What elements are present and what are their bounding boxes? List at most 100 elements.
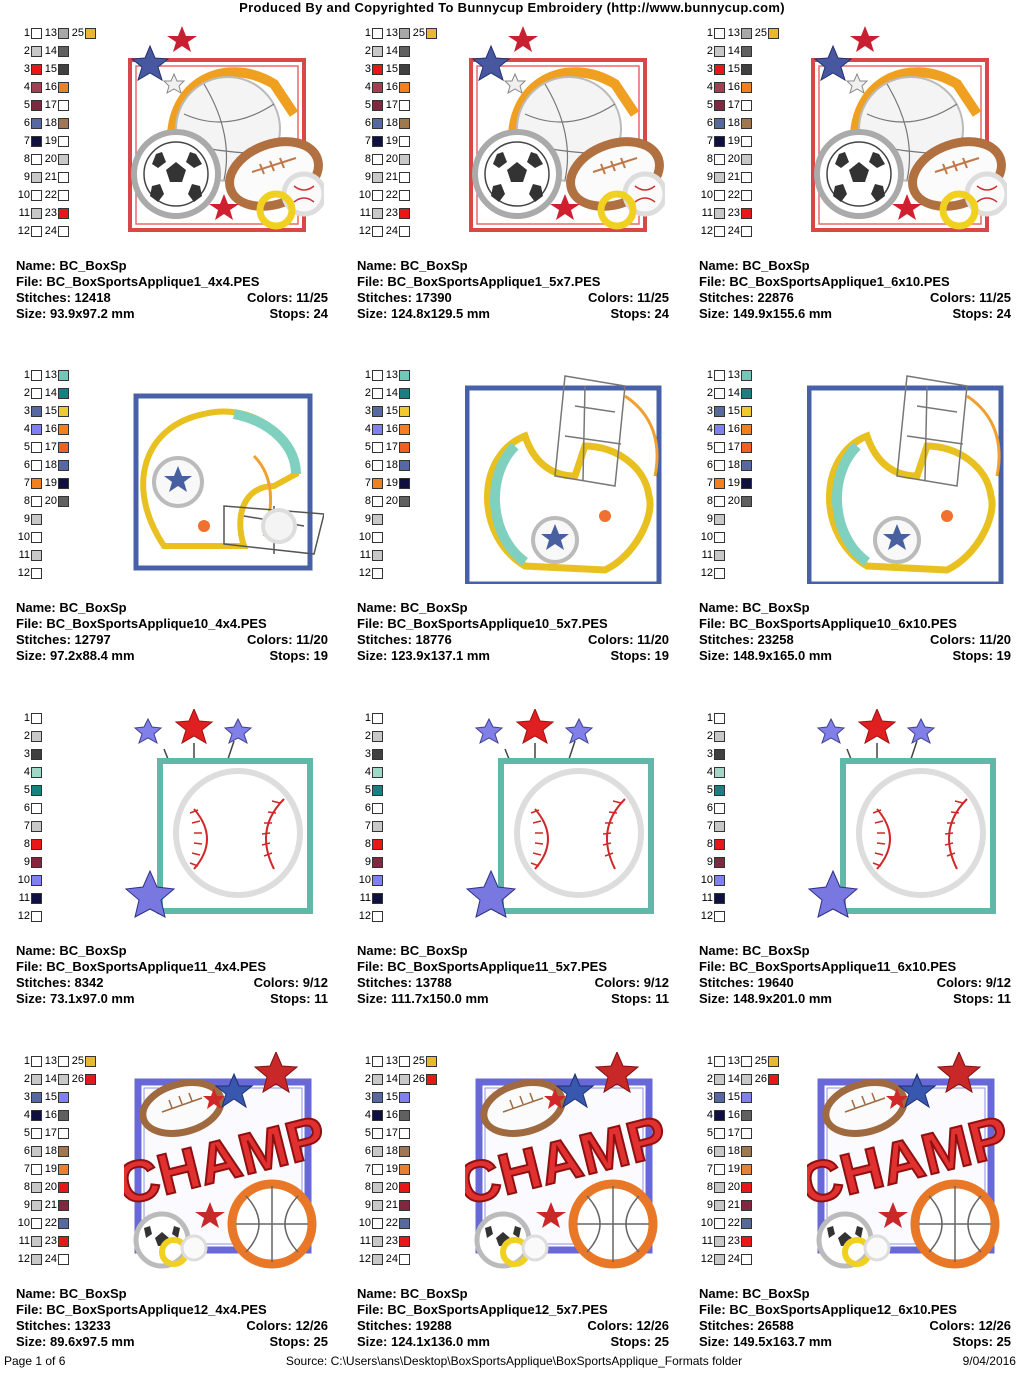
color-swatch (31, 856, 42, 868)
design-size: 124.1x136.0 mm (390, 1334, 490, 1349)
color-number: 1 (23, 712, 30, 724)
swatch-row: 7 19 (357, 474, 467, 492)
color-number: 4 (706, 1109, 713, 1121)
file-name: BC_BoxSportsApplique10_5x7.PES (387, 616, 608, 631)
color-number: 17 (727, 1127, 740, 1139)
file-label: File: (16, 1302, 43, 1317)
color-number: 18 (44, 117, 57, 129)
color-number: 22 (44, 1217, 57, 1229)
design-name: BC_BoxSp (59, 600, 127, 615)
color-number: 8 (706, 838, 713, 850)
color-number: 2 (706, 387, 713, 399)
helmet-icon (484, 431, 654, 574)
color-swatch (768, 27, 779, 39)
size-line: Size: 149.5x163.7 mm Stops: 25 (699, 1334, 1011, 1350)
print-date: 9/04/2016 (962, 1354, 1016, 1368)
helmet-design-art (806, 375, 1004, 587)
swatch-row: 12 (357, 907, 467, 925)
source-path: Source: C:\Users\ans\Desktop\BoxSportsAp… (285, 1354, 743, 1368)
color-number: 4 (23, 81, 30, 93)
design-size: 149.5x163.7 mm (732, 1334, 832, 1349)
stitch-count: 12797 (74, 632, 111, 647)
colors-label: Colors: (588, 290, 634, 305)
file-label: File: (357, 274, 384, 289)
color-swatch (372, 207, 383, 219)
swatch-row: 3 15 (699, 402, 809, 420)
color-number: 15 (44, 63, 57, 75)
swatch-row: 11 23 (699, 1232, 809, 1250)
swatch-row: 8 20 (357, 1178, 467, 1196)
color-number: 12 (17, 1253, 30, 1265)
color-number: 24 (727, 1253, 740, 1265)
stop-count: 19 (996, 648, 1011, 663)
color-swatch (714, 153, 725, 165)
name-label: Name: (16, 943, 56, 958)
swatch-row: 1 (16, 709, 126, 727)
swatch-row: 4 16 (699, 420, 809, 438)
swatch-row: 8 20 (16, 492, 126, 510)
color-swatch (85, 1073, 96, 1085)
size-label: Size: (699, 648, 730, 663)
color-swatch (58, 387, 69, 399)
color-number: 5 (706, 1127, 713, 1139)
color-swatch (741, 81, 752, 93)
color-number: 20 (44, 1181, 57, 1193)
color-swatch (714, 135, 725, 147)
design-name: BC_BoxSp (742, 943, 810, 958)
swatch-row: 3 15 (16, 60, 126, 78)
color-number: 13 (44, 1055, 57, 1067)
design-size: 148.9x165.0 mm (732, 648, 832, 663)
swatch-row: 4 (357, 763, 467, 781)
color-number: 14 (44, 387, 57, 399)
swatch-row: 10 22 (357, 1214, 467, 1232)
color-swatch (372, 1073, 383, 1085)
color-swatch (31, 820, 42, 832)
size-line: Size: 111.7x150.0 mm Stops: 11 (357, 991, 669, 1007)
color-number: 6 (364, 802, 371, 814)
swatch-row: 10 (16, 528, 126, 546)
color-swatch (399, 207, 410, 219)
color-swatch (714, 784, 725, 796)
color-legend: 1 13 25 2 14 26 3 15 4 16 5 17 6 18 7 19 8 20 9 21 10 22 11 23 1… (357, 1052, 467, 1268)
color-swatch (714, 495, 725, 507)
design-name: BC_BoxSp (400, 600, 468, 615)
color-number: 5 (23, 441, 30, 453)
design-info: Name: BC_BoxSp File: BC_BoxSportsAppliqu… (699, 600, 1011, 664)
color-number: 24 (44, 1253, 57, 1265)
star-icon (816, 717, 846, 745)
color-swatch (372, 369, 383, 381)
color-number: 12 (358, 1253, 371, 1265)
color-number: 2 (23, 387, 30, 399)
color-swatch (58, 1253, 69, 1265)
color-swatch (372, 784, 383, 796)
color-number: 24 (385, 1253, 398, 1265)
swatch-row: 7 19 (16, 132, 126, 150)
color-number: 7 (706, 820, 713, 832)
color-number: 9 (706, 856, 713, 868)
file-name: BC_BoxSportsApplique1_5x7.PES (387, 274, 601, 289)
stitches-label: Stitches: (357, 975, 412, 990)
color-number: 15 (727, 1091, 740, 1103)
color-count: 9/12 (302, 975, 328, 990)
size-label: Size: (16, 1334, 47, 1349)
size-line: Size: 124.8x129.5 mm Stops: 24 (357, 306, 669, 322)
star-icon (878, 1202, 908, 1228)
color-swatch (768, 1073, 779, 1085)
color-number: 16 (727, 81, 740, 93)
color-swatch (31, 1235, 42, 1247)
color-number: 7 (23, 477, 30, 489)
color-swatch (31, 387, 42, 399)
color-number: 1 (23, 27, 30, 39)
color-swatch (741, 1217, 752, 1229)
color-swatch (58, 1235, 69, 1247)
swatch-row: 9 (699, 853, 809, 871)
name-label: Name: (16, 1286, 56, 1301)
color-swatch (714, 1235, 725, 1247)
color-number: 7 (364, 1163, 371, 1175)
swatch-row: 11 (699, 546, 809, 564)
color-swatch (714, 567, 725, 579)
color-count: 11/20 (637, 632, 669, 647)
swatch-row: 5 17 (357, 438, 467, 456)
color-swatch (399, 63, 410, 75)
color-swatch (714, 81, 725, 93)
